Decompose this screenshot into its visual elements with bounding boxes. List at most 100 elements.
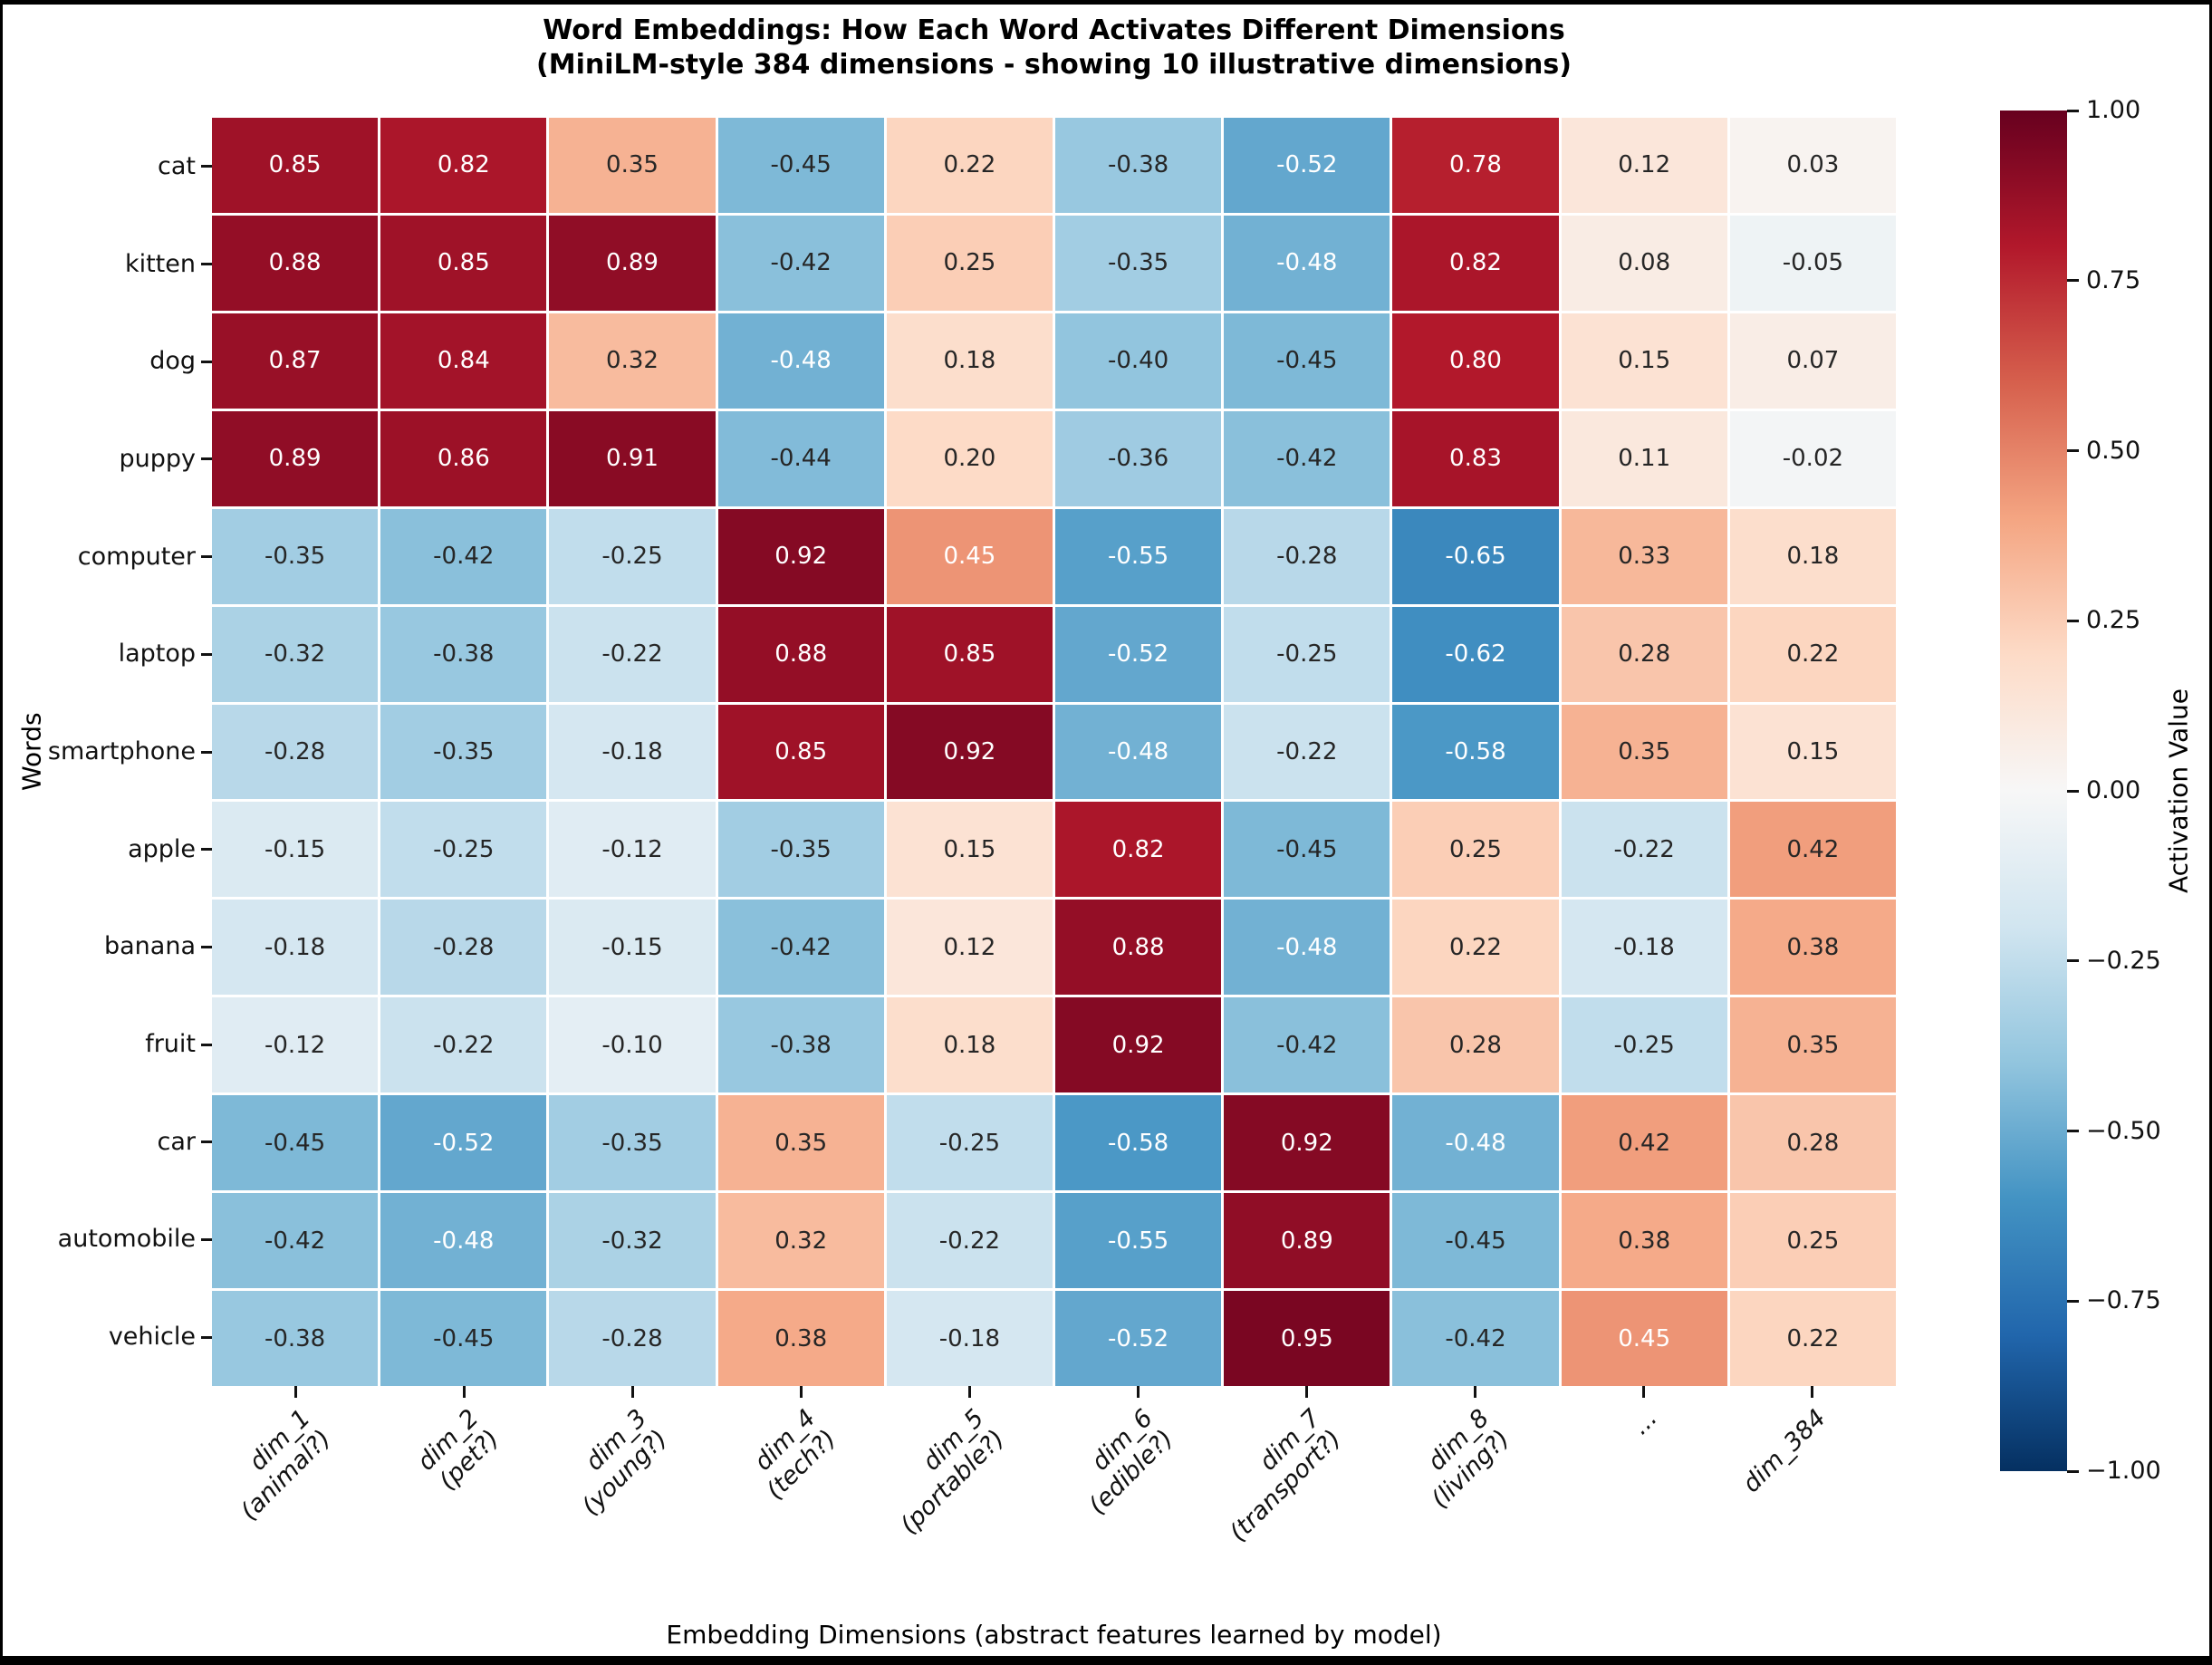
heatmap-cell: 0.89 — [1224, 1193, 1390, 1289]
tick-mark — [968, 1386, 972, 1398]
tick-mark — [2067, 1299, 2079, 1303]
heatmap-cell: 0.12 — [886, 900, 1053, 996]
tick-mark — [1810, 1386, 1813, 1398]
colorbar-tick-label: −1.00 — [2086, 1457, 2161, 1485]
tick-mark — [201, 1335, 212, 1339]
x-tick-label: dim_1 (animal?) — [215, 1404, 337, 1526]
heatmap-cell: 0.85 — [717, 704, 884, 800]
heatmap-cell: -0.35 — [717, 802, 884, 898]
heatmap-cell: 0.85 — [212, 118, 379, 213]
heatmap-cell: 0.18 — [886, 313, 1053, 409]
heatmap-cell: -0.58 — [1054, 1095, 1222, 1191]
colorbar-tick-label: 0.75 — [2086, 265, 2141, 294]
heatmap-cell: 0.35 — [549, 118, 716, 213]
heatmap-cell: -0.45 — [1224, 802, 1390, 898]
heatmap-cell: 0.22 — [1729, 606, 1896, 702]
heatmap-cell: -0.52 — [380, 1095, 547, 1191]
heatmap-cell: 0.25 — [886, 215, 1053, 311]
heatmap-cell: -0.38 — [212, 1291, 379, 1386]
heatmap-cell: -0.42 — [1392, 1291, 1559, 1386]
tick-mark — [2067, 449, 2079, 452]
heatmap-cell: -0.52 — [1054, 606, 1222, 702]
tick-mark — [201, 555, 212, 559]
heatmap-cell: -0.02 — [1729, 410, 1896, 506]
tick-mark — [201, 945, 212, 948]
heatmap-cell: -0.25 — [1224, 606, 1390, 702]
tick-mark — [201, 652, 212, 656]
heatmap-cell: -0.28 — [549, 1291, 716, 1386]
tick-mark — [201, 360, 212, 363]
x-tick-label: dim_2 (pet?) — [412, 1404, 505, 1497]
colorbar-gradient — [2000, 111, 2067, 1471]
heatmap-cell: -0.18 — [549, 704, 716, 800]
heatmap-cell: 0.88 — [1054, 900, 1222, 996]
heatmap-cell: -0.32 — [549, 1193, 716, 1289]
heatmap-cell: -0.25 — [886, 1095, 1053, 1191]
heatmap-cell: -0.10 — [549, 997, 716, 1093]
heatmap-cell: 0.32 — [549, 313, 716, 409]
tick-mark — [2067, 619, 2079, 622]
colorbar-tick-label: 0.00 — [2086, 776, 2141, 804]
heatmap-cell: 0.87 — [212, 313, 379, 409]
heatmap-cell: 0.35 — [1729, 997, 1896, 1093]
chart-title: Word Embeddings: How Each Word Activates… — [212, 14, 1896, 82]
heatmap-cell: -0.32 — [212, 606, 379, 702]
heatmap-cell: -0.42 — [1224, 997, 1390, 1093]
y-tick-label: fruit — [145, 1030, 196, 1059]
heatmap-grid: 0.85 0.82 0.35 -0.45 0.22 -0.38 -0.52 0.78 0.12 0… — [212, 118, 1896, 1386]
heatmap-cell: -0.48 — [380, 1193, 547, 1289]
heatmap-cell: 0.07 — [1729, 313, 1896, 409]
tick-mark — [294, 1386, 298, 1398]
heatmap-cell: -0.52 — [1054, 1291, 1222, 1386]
heatmap-cell: -0.42 — [717, 900, 884, 996]
heatmap-cell: 0.88 — [212, 215, 379, 311]
heatmap-cell: -0.65 — [1392, 508, 1559, 604]
heatmap-cell: -0.12 — [212, 997, 379, 1093]
heatmap-cell: 0.28 — [1729, 1095, 1896, 1191]
tick-mark — [2067, 1130, 2079, 1132]
heatmap-cell: -0.25 — [1561, 997, 1727, 1093]
heatmap-cell: -0.15 — [549, 900, 716, 996]
heatmap-cell: -0.45 — [212, 1095, 379, 1191]
heatmap-cell: 0.92 — [717, 508, 884, 604]
x-tick-label-line: ... — [1626, 1404, 1664, 1441]
tick-mark — [201, 1237, 212, 1241]
x-tick-label: dim_5 (portable?) — [875, 1404, 1011, 1540]
heatmap-cell: 0.32 — [717, 1193, 884, 1289]
heatmap-cell: -0.35 — [549, 1095, 716, 1191]
heatmap-cell: -0.42 — [212, 1193, 379, 1289]
heatmap-cell: 0.89 — [549, 215, 716, 311]
heatmap-cell: -0.52 — [1224, 118, 1390, 213]
heatmap-cell: 0.15 — [1561, 313, 1727, 409]
heatmap-cell: -0.15 — [212, 802, 379, 898]
tick-mark — [463, 1386, 466, 1398]
heatmap-cell: -0.48 — [1224, 900, 1390, 996]
x-tick-label: dim_8 (living?) — [1406, 1404, 1516, 1515]
heatmap-cell: -0.28 — [212, 704, 379, 800]
y-tick-label: kitten — [124, 249, 196, 278]
tick-mark — [201, 1140, 212, 1144]
heatmap-cell: 0.35 — [717, 1095, 884, 1191]
heatmap-cell: 0.92 — [1054, 997, 1222, 1093]
tick-mark — [1304, 1386, 1308, 1398]
heatmap-cell: 0.88 — [717, 606, 884, 702]
heatmap-cell: -0.12 — [549, 802, 716, 898]
tick-mark — [2067, 959, 2079, 963]
heatmap-cell: 0.18 — [886, 997, 1053, 1093]
heatmap-cell: 0.42 — [1561, 1095, 1727, 1191]
heatmap-cell: 0.92 — [886, 704, 1053, 800]
heatmap-cell: -0.40 — [1054, 313, 1222, 409]
x-tick-label: dim_4 (tech?) — [741, 1404, 842, 1506]
heatmap-cell: 0.22 — [886, 118, 1053, 213]
heatmap-cell: -0.44 — [717, 410, 884, 506]
heatmap-cell: -0.22 — [1561, 802, 1727, 898]
heatmap-cell: -0.38 — [380, 606, 547, 702]
heatmap-cell: 0.38 — [1729, 900, 1896, 996]
y-tick-label: dog — [149, 347, 196, 376]
heatmap-cell: 0.82 — [380, 118, 547, 213]
tick-mark — [201, 165, 212, 168]
heatmap-cell: -0.48 — [717, 313, 884, 409]
colorbar-tick-label: −0.50 — [2086, 1116, 2161, 1145]
heatmap-cell: 0.08 — [1561, 215, 1727, 311]
x-tick-label: dim_3 (young?) — [556, 1404, 674, 1522]
